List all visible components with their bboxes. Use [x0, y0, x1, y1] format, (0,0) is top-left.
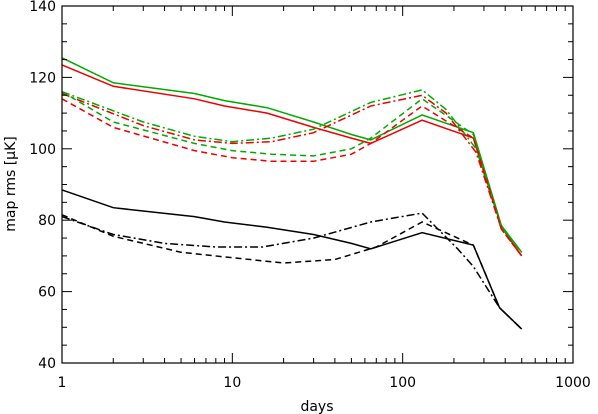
y-tick-label: 120 — [29, 70, 56, 86]
x-tick-label: 10 — [223, 375, 241, 391]
series-line-5 — [61, 91, 523, 253]
series-line-3 — [61, 89, 523, 253]
y-axis-title: map rms [μK] — [3, 136, 19, 231]
tick-labels: 1 10 100 1000 40 60 80 100 120 140 — [29, 0, 591, 391]
series-line-9 — [61, 214, 523, 330]
series-line-2 — [61, 64, 523, 257]
y-tick-label: 60 — [38, 285, 56, 301]
y-tick-label: 80 — [38, 213, 56, 229]
y-tick-label: 100 — [29, 142, 56, 158]
x-tick-label: 1000 — [555, 375, 591, 391]
series-line-7 — [61, 189, 523, 330]
y-tick-label: 140 — [29, 0, 56, 15]
x-tick-label: 100 — [389, 375, 416, 391]
plot-lines — [61, 57, 523, 330]
series-line-4 — [61, 92, 523, 257]
series-line-6 — [61, 98, 523, 257]
y-tick-label: 40 — [38, 356, 56, 372]
axis-ticks — [61, 5, 574, 364]
x-tick-label: 1 — [58, 375, 67, 391]
x-axis-title: days — [300, 399, 333, 414]
series-line-8 — [61, 212, 523, 330]
plot-frame — [61, 5, 574, 364]
